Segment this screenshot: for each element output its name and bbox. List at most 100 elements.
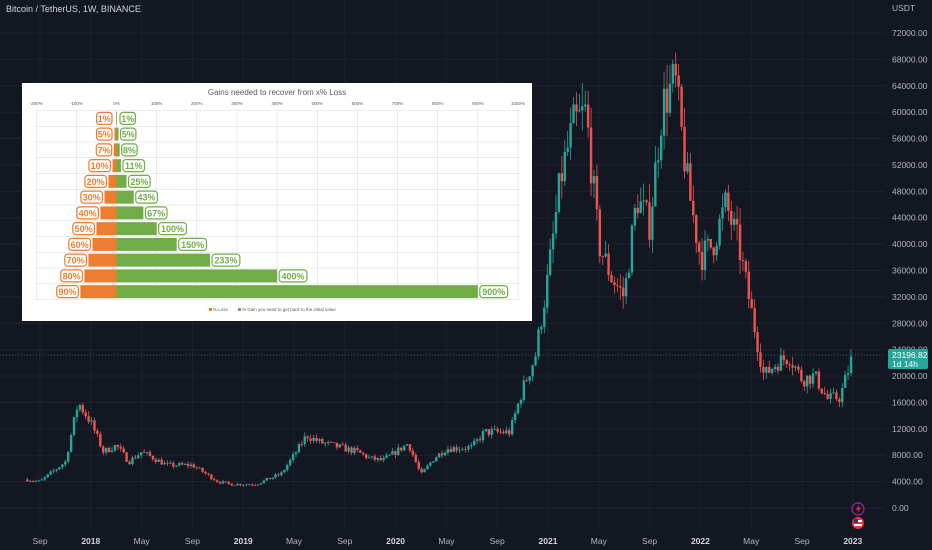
candle-body (107, 447, 111, 453)
candle-body (218, 482, 222, 484)
loss-bar (104, 190, 117, 204)
candle-body (207, 473, 210, 475)
candle-body (727, 192, 730, 211)
candle-body (382, 457, 385, 461)
loss-label-bg (56, 285, 79, 299)
candle-body (137, 455, 140, 459)
candle-body (639, 201, 642, 214)
candle-body (397, 447, 400, 455)
lightning-icon[interactable] (851, 502, 865, 516)
candle-body (294, 452, 298, 455)
candle-body (271, 477, 274, 480)
gain-label: 233% (214, 256, 237, 266)
loss-bar (88, 253, 117, 267)
time-axis[interactable]: Sep 2018 May Sep 2019 May Sep 2020 May Sep 2021 May… (32, 536, 862, 546)
gain-label: 8% (123, 145, 136, 155)
gain-bar (116, 159, 121, 173)
candle-body (242, 484, 245, 486)
price-tick-label: 52000.00 (892, 160, 928, 170)
candle-body (288, 459, 292, 466)
candle-body (584, 104, 587, 107)
time-tick-label: May (134, 536, 151, 546)
candle-body (426, 465, 429, 470)
candle-body (508, 430, 511, 435)
candle-body (113, 445, 117, 451)
candle-body (277, 474, 280, 476)
candle-body (747, 271, 750, 300)
candle-body (26, 479, 29, 482)
inset-x-tick: 700% (392, 101, 404, 106)
gain-label-bg (479, 285, 509, 299)
gain-bar (116, 222, 157, 236)
candle-body (563, 151, 566, 182)
price-tick-label: 68000.00 (892, 54, 928, 64)
candle-body (683, 126, 686, 172)
candle-body (417, 461, 420, 469)
price-tick-label: 40000.00 (892, 239, 928, 249)
candle-body (820, 388, 824, 394)
loss-label: 20% (87, 177, 105, 187)
candle-body (680, 86, 683, 127)
inset-x-tick: 0% (113, 101, 120, 106)
candle-body (52, 470, 55, 472)
candle-body (461, 449, 464, 450)
gain-label: 67% (147, 208, 165, 218)
candle-body (595, 176, 599, 210)
candle-body (66, 451, 70, 462)
last-price-value: 23196.82 (892, 350, 928, 360)
legend-gain: % Gain you need to get back to the initi… (242, 307, 336, 312)
candle-body (773, 366, 777, 369)
candle-body (838, 399, 841, 402)
candle-body (674, 63, 677, 76)
candle-body (464, 449, 467, 450)
candle-body (826, 394, 829, 399)
candle-body (531, 365, 534, 377)
candle-body (332, 442, 336, 444)
time-tick-label: May (591, 536, 608, 546)
candle-body (598, 209, 602, 257)
candle-body (353, 448, 356, 453)
candle-body (341, 444, 344, 446)
candle-body (376, 457, 380, 460)
gain-label-bg (135, 190, 158, 204)
candle-body (808, 375, 812, 384)
candle-body (788, 364, 791, 366)
time-tick-label: 2023 (843, 536, 862, 546)
candle-body (140, 452, 143, 456)
candle-body (81, 405, 84, 413)
price-tick-label: 0.00 (892, 503, 909, 513)
candle-body (487, 429, 491, 435)
price-tick-label: 20000.00 (892, 371, 928, 381)
candle-body (31, 481, 35, 482)
loss-label: 80% (63, 271, 81, 281)
price-tick-label: 72000.00 (892, 28, 928, 38)
candle-body (402, 445, 406, 451)
loss-bar (80, 285, 117, 299)
candle-body (399, 447, 403, 451)
flag-icon[interactable] (852, 517, 864, 529)
candle-body (268, 478, 271, 480)
candle-body (37, 480, 41, 482)
candle-body (306, 436, 309, 439)
candle-body (484, 429, 488, 432)
candle-body (435, 457, 438, 462)
price-tick-label: 4000.00 (892, 477, 923, 487)
candle-body (315, 437, 318, 441)
candle-body (423, 469, 426, 473)
candle-body (537, 329, 540, 357)
candle-body (177, 463, 181, 466)
candle-body (157, 459, 160, 462)
candle-body (227, 481, 231, 484)
time-tick-label: 2022 (691, 536, 710, 546)
candle-body (429, 462, 432, 466)
inset-x-tick: 600% (352, 101, 364, 106)
candle-body (718, 218, 721, 246)
price-axis[interactable]: 72000.00 68000.00 64000.00 60000.00 56000.00… (892, 3, 928, 513)
candle-body (75, 409, 79, 418)
price-tick-label: 28000.00 (892, 318, 928, 328)
candle-body (160, 459, 163, 465)
candle-body (102, 446, 105, 453)
candle-body (87, 416, 90, 422)
inset-x-tick: 400% (271, 101, 283, 106)
